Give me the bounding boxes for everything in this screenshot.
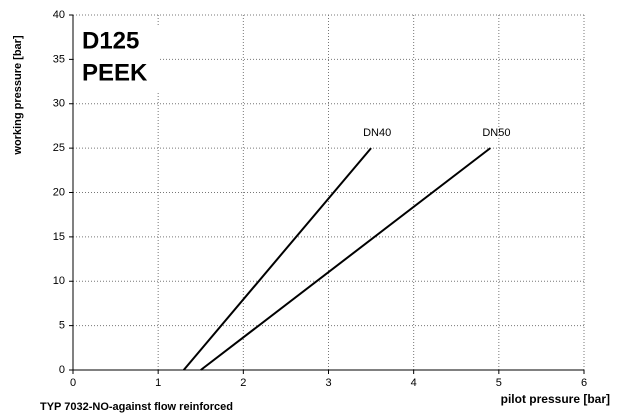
series-line xyxy=(182,147,372,371)
x-tick-label: 1 xyxy=(155,377,161,389)
x-tick-label: 3 xyxy=(325,377,331,389)
y-tick-label: 40 xyxy=(53,9,65,21)
y-tick-label: 15 xyxy=(53,231,65,243)
caption: TYP 7032-NO-against flow reinforced xyxy=(40,401,233,413)
chart-title: PEEK xyxy=(82,59,148,86)
x-axis-label: pilot pressure [bar] xyxy=(501,392,610,406)
y-tick-label: 25 xyxy=(53,142,65,154)
x-tick-label: 0 xyxy=(70,377,76,389)
y-tick-label: 30 xyxy=(53,98,65,110)
title-box xyxy=(76,25,160,91)
series-label: DN40 xyxy=(363,127,391,139)
y-axis-label: working pressure [bar] xyxy=(12,35,24,156)
y-tick-label: 0 xyxy=(59,364,65,376)
y-tick-label: 5 xyxy=(59,320,65,332)
y-tick-label: 10 xyxy=(53,275,65,287)
x-tick-label: 4 xyxy=(411,377,417,389)
chart-title: D125 xyxy=(82,27,139,54)
x-tick-label: 2 xyxy=(240,377,246,389)
series-label: DN50 xyxy=(482,127,510,139)
x-tick-label: 6 xyxy=(581,377,587,389)
y-tick-label: 20 xyxy=(53,186,65,198)
x-tick-label: 5 xyxy=(496,377,502,389)
y-tick-label: 35 xyxy=(53,53,65,65)
series-line xyxy=(200,147,491,371)
